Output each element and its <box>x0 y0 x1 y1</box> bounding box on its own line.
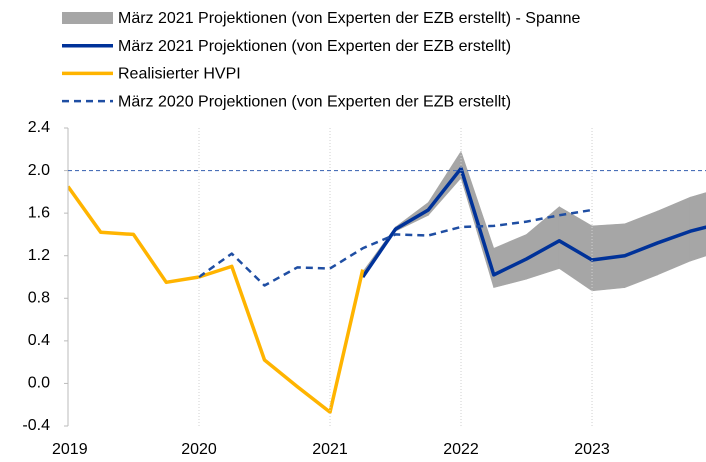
x-tick-label: 2019 <box>52 441 88 458</box>
x-tick-label: 2021 <box>312 441 348 458</box>
legend-label: März 2021 Projektionen (von Experten der… <box>118 38 511 55</box>
legend-label: März 2021 Projektionen (von Experten der… <box>118 10 581 27</box>
y-tick-label: 0.4 <box>28 332 50 349</box>
legend-label: Realisierter HVPI <box>118 66 241 83</box>
plot-area <box>68 150 706 414</box>
x-tick-label: 2022 <box>443 441 479 458</box>
range-band <box>689 192 706 262</box>
y-tick-label: 2.4 <box>28 119 50 136</box>
y-tick-label: 1.2 <box>28 247 50 264</box>
x-tick-label: 2020 <box>181 441 217 458</box>
series-line <box>198 208 593 287</box>
y-tick-label: 0.8 <box>28 290 50 307</box>
y-tick-label: 2.0 <box>28 162 50 179</box>
y-tick-label: -0.4 <box>22 417 50 434</box>
legend-label: März 2020 Projektionen (von Experten der… <box>118 93 511 110</box>
series-line <box>361 166 706 278</box>
y-tick-label: 0.0 <box>28 375 50 392</box>
series-line <box>68 185 365 414</box>
x-tick-label: 2023 <box>574 441 610 458</box>
y-tick-label: 1.6 <box>28 204 50 221</box>
